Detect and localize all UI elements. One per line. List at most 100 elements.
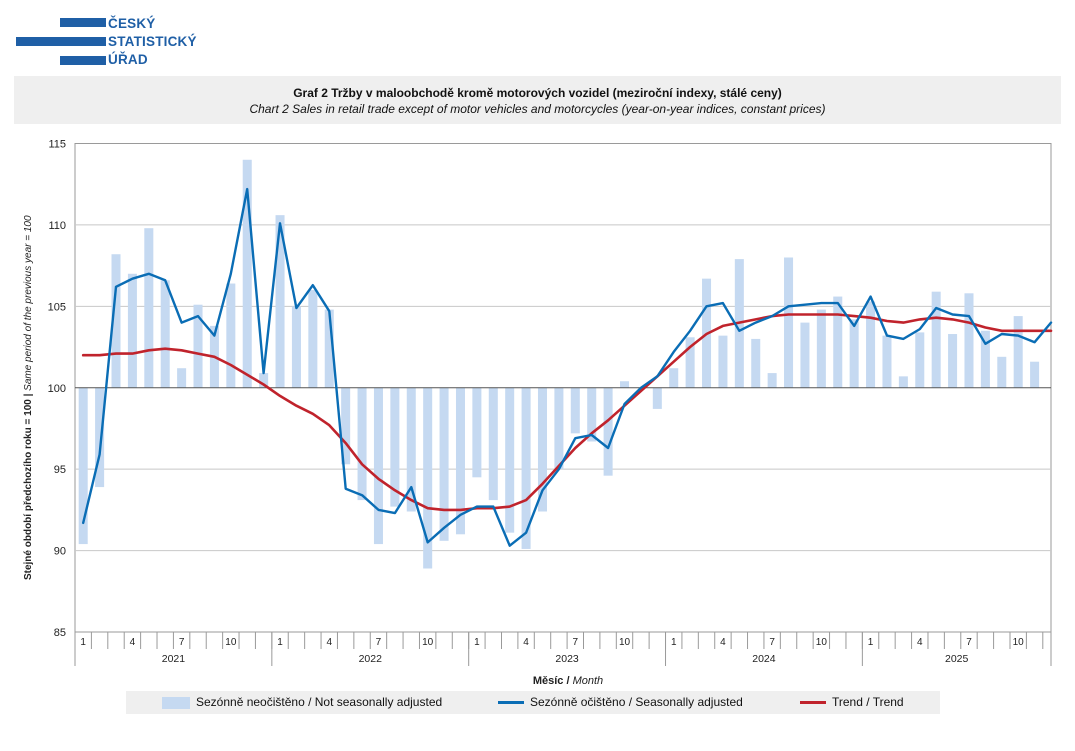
bar bbox=[784, 257, 794, 388]
bar bbox=[127, 273, 137, 388]
legend-seasonal-label: Sezónně očištěno / Seasonally adjusted bbox=[530, 695, 743, 709]
bar bbox=[816, 309, 826, 388]
bar bbox=[718, 335, 728, 388]
bar bbox=[620, 381, 630, 388]
month-tick-label: 10 bbox=[1013, 637, 1025, 648]
bar bbox=[685, 337, 695, 388]
logo-line3: ÚŘAD bbox=[108, 52, 148, 67]
y-tick-label: 85 bbox=[54, 627, 66, 639]
bar bbox=[521, 387, 531, 549]
month-tick-label: 7 bbox=[573, 637, 579, 648]
bar bbox=[373, 387, 383, 545]
legend-bars-label: Sezónně neočištěno / Not seasonally adju… bbox=[196, 695, 443, 709]
legend-seasonal-swatch bbox=[498, 701, 524, 705]
year-label: 2022 bbox=[359, 653, 383, 665]
y-tick-label: 100 bbox=[48, 383, 66, 395]
legend-trend-swatch bbox=[800, 701, 826, 705]
month-tick-label: 4 bbox=[130, 637, 136, 648]
legend-trend-label: Trend / Trend bbox=[832, 695, 904, 709]
bar bbox=[226, 283, 236, 388]
month-tick-label: 7 bbox=[966, 637, 972, 648]
month-tick-label: 4 bbox=[326, 637, 332, 648]
bar bbox=[603, 387, 613, 476]
bar bbox=[357, 387, 367, 501]
legend: Sezónně neočištěno / Not seasonally adju… bbox=[126, 691, 940, 714]
month-tick-label: 10 bbox=[816, 637, 828, 648]
bar bbox=[488, 387, 498, 501]
bar bbox=[505, 387, 515, 533]
y-axis-title: Stejné období předchozího roku = 100 | S… bbox=[23, 215, 34, 580]
month-tick-label: 1 bbox=[671, 637, 677, 648]
seasonal-line bbox=[81, 187, 1053, 547]
bar bbox=[406, 387, 416, 512]
chart-subtitle: Chart 2 Sales in retail trade except of … bbox=[249, 102, 826, 116]
logo-line2: STATISTICKÝ bbox=[108, 34, 197, 49]
bar bbox=[587, 387, 597, 442]
bar bbox=[472, 387, 482, 478]
bar bbox=[341, 387, 351, 465]
chart-title: Graf 2 Tržby v maloobchodě kromě motorov… bbox=[293, 86, 782, 100]
legend-item-seasonal: Sezónně očištěno / Seasonally adjusted bbox=[498, 691, 743, 714]
legend-item-trend: Trend / Trend bbox=[800, 691, 904, 714]
bar bbox=[177, 368, 187, 388]
chart-title-box: Graf 2 Tržby v maloobchodě kromě motorov… bbox=[14, 76, 1061, 124]
bar bbox=[915, 332, 925, 388]
bar bbox=[980, 330, 990, 388]
bar bbox=[767, 373, 777, 388]
csu-logo: ČESKÝ STATISTICKÝ ÚŘAD bbox=[16, 16, 216, 72]
logo-bars-icon bbox=[16, 18, 106, 65]
bar bbox=[570, 387, 580, 434]
bar bbox=[537, 387, 548, 512]
logo-line1: ČESKÝ bbox=[108, 16, 156, 31]
y-tick-label: 90 bbox=[54, 546, 66, 558]
bar bbox=[652, 387, 662, 409]
month-tick-label: 7 bbox=[179, 637, 185, 648]
bar bbox=[1030, 361, 1040, 388]
bar bbox=[193, 304, 203, 388]
month-tick-label: 1 bbox=[277, 637, 283, 648]
year-label: 2023 bbox=[555, 653, 579, 665]
bar bbox=[833, 296, 843, 388]
y-tick-label: 110 bbox=[48, 220, 66, 232]
month-tick-label: 7 bbox=[769, 637, 775, 648]
y-tick-label: 105 bbox=[48, 301, 66, 313]
bar bbox=[423, 387, 433, 569]
bar bbox=[669, 368, 679, 388]
chart-area: 85 90 95 100 105 110 115 1 4 7 10 1 4 7 10 1 4 7 10 1 4 7 10 1 4… bbox=[23, 139, 1053, 687]
bar bbox=[1013, 316, 1023, 388]
trend-line bbox=[81, 313, 1053, 512]
bar bbox=[390, 387, 400, 507]
bar bbox=[931, 291, 941, 388]
month-tick-label: 10 bbox=[422, 637, 434, 648]
month-tick-label: 7 bbox=[376, 637, 382, 648]
bar bbox=[898, 376, 908, 388]
month-tick-label: 1 bbox=[868, 637, 874, 648]
year-label: 2025 bbox=[945, 653, 969, 665]
bar bbox=[95, 387, 105, 488]
bar bbox=[291, 306, 301, 388]
month-tick-label: 10 bbox=[225, 637, 237, 648]
year-label: 2021 bbox=[162, 653, 186, 665]
bar bbox=[554, 387, 564, 470]
bar bbox=[964, 293, 974, 388]
year-label: 2024 bbox=[752, 653, 776, 665]
bar bbox=[800, 322, 810, 388]
y-tick-label: 95 bbox=[54, 464, 66, 476]
x-axis-title: Měsíc / Month bbox=[533, 675, 603, 687]
bar bbox=[455, 387, 465, 535]
month-tick-label: 4 bbox=[917, 637, 923, 648]
bar bbox=[849, 319, 859, 388]
bar bbox=[259, 373, 269, 388]
bar bbox=[160, 280, 170, 388]
month-tick-label: 1 bbox=[80, 637, 86, 648]
bar bbox=[275, 215, 285, 388]
month-tick-label: 4 bbox=[523, 637, 529, 648]
legend-bars-swatch bbox=[162, 696, 190, 709]
month-tick-label: 4 bbox=[720, 637, 726, 648]
bar bbox=[111, 254, 121, 388]
bar bbox=[78, 387, 88, 545]
month-tick-label: 1 bbox=[474, 637, 480, 648]
bar bbox=[751, 338, 761, 388]
bar bbox=[882, 335, 892, 388]
month-tick-label: 10 bbox=[619, 637, 631, 648]
